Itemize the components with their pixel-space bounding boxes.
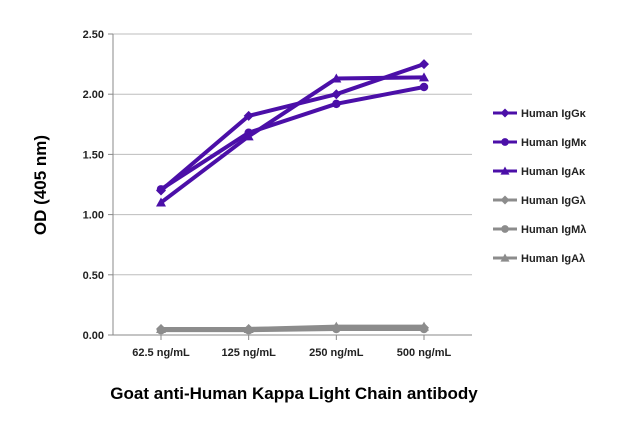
data-point [156, 185, 166, 194]
data-point [243, 131, 254, 141]
series-line [161, 324, 424, 331]
legend-item: Human IgGλ [493, 195, 586, 207]
data-point [419, 321, 429, 331]
legend-item: Human IgGκ [493, 108, 587, 120]
y-tick-label: 2.50 [83, 29, 104, 41]
x-tick-label: 125 ng/mL [221, 347, 276, 359]
legend-label: Human IgMκ [521, 137, 587, 149]
legend: Human IgGκ Human IgMκ Human IgAκ Human IgGλ… [493, 108, 587, 265]
series-line [159, 85, 425, 191]
legend-marker [500, 253, 510, 262]
series-2 [156, 82, 429, 194]
y-tick-label: 0.50 [83, 270, 104, 282]
legend-label: Human IgAλ [521, 253, 585, 265]
legend-label: Human IgAκ [521, 166, 586, 178]
y-tick-labels: 0.00 0.50 1.00 1.50 2.00 2.50 [83, 29, 104, 342]
legend-label: Human IgGκ [521, 108, 587, 120]
series-6 [156, 321, 429, 333]
series-3 [156, 72, 429, 207]
y-tick-label: 1.00 [83, 210, 104, 222]
data-point [331, 73, 342, 83]
legend-marker [500, 108, 510, 118]
x-tick-label: 62.5 ng/mL [132, 347, 190, 359]
chart-caption: Goat anti-Human Kappa Light Chain antibo… [110, 384, 478, 403]
data-point [419, 59, 429, 70]
y-tick-label: 2.00 [83, 89, 104, 101]
legend-marker [501, 138, 509, 146]
gridlines [113, 33, 472, 276]
x-tick-label: 500 ng/mL [397, 347, 452, 359]
data-point [331, 321, 342, 331]
x-tick-labels: 62.5 ng/mL 125 ng/mL 250 ng/mL 500 ng/mL [132, 347, 451, 359]
legend-item: Human IgMλ [493, 224, 586, 236]
y-axis-label: OD (405 nm) [31, 135, 50, 235]
legend-marker [500, 166, 510, 175]
data-point [331, 89, 342, 100]
legend-marker [501, 225, 509, 233]
data-point [243, 110, 254, 121]
y-tick-label: 1.50 [83, 149, 104, 161]
data-point [332, 99, 341, 109]
data-point [156, 197, 166, 207]
legend-label: Human IgMλ [521, 224, 586, 236]
data-point [243, 323, 254, 333]
x-tick-label: 250 ng/mL [309, 347, 364, 359]
data-point [419, 72, 429, 82]
legend-item: Human IgMκ [493, 137, 587, 149]
axes [108, 33, 472, 340]
series-lines [156, 59, 429, 335]
legend-item: Human IgAκ [493, 166, 586, 178]
series-line [159, 75, 425, 205]
data-point [419, 82, 429, 92]
data-point [156, 323, 166, 333]
legend-label: Human IgGλ [521, 195, 586, 207]
legend-marker [500, 195, 510, 205]
legend-item: Human IgAλ [493, 253, 585, 265]
y-tick-label: 0.00 [83, 330, 104, 342]
